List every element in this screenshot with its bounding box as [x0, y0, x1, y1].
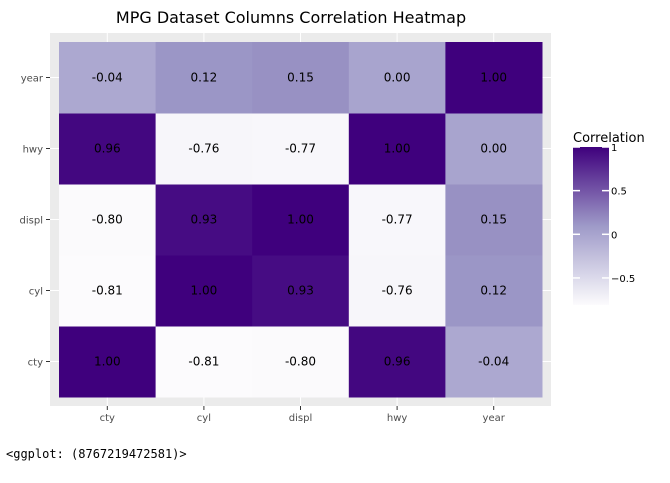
legend-tick-label: −0.5: [611, 274, 635, 285]
y-tick-label: displ: [20, 216, 43, 227]
cell-value-label: 0.93: [191, 213, 218, 227]
heatmap-cell-displ-hwy: [348, 184, 446, 256]
x-tick-label: displ: [289, 413, 312, 424]
heatmap-cell-cyl-cty: [59, 255, 157, 327]
heatmap-cell-year-hwy: [348, 42, 446, 114]
heatmap-cell-year-cty: [59, 42, 157, 114]
cell-value-label: -0.81: [188, 355, 219, 369]
heatmap-cell-cty-hwy: [348, 326, 446, 398]
heatmap-cell-hwy-displ: [252, 113, 350, 185]
cell-value-label: -0.04: [92, 71, 123, 85]
cell-value-label: 0.12: [191, 71, 218, 85]
cell-value-label: 0.15: [287, 71, 314, 85]
heatmap-cell-cty-displ: [252, 326, 350, 398]
heatmap-cell-hwy-cty: [59, 113, 157, 185]
heatmap-cell-cyl-hwy: [348, 255, 446, 327]
cell-value-label: 1.00: [384, 142, 411, 156]
heatmap-cell-year-cyl: [155, 42, 253, 114]
heatmap-cell-cty-cty: [59, 326, 157, 398]
cell-value-label: -0.04: [478, 355, 509, 369]
legend-tick-label: 0: [611, 230, 617, 241]
cell-value-label: -0.80: [285, 355, 316, 369]
y-axis: cty cyl displ hwy year: [20, 74, 50, 369]
x-tick-label: cty: [100, 413, 115, 424]
heatmap-cell-hwy-hwy: [348, 113, 446, 185]
heatmap-cell-cty-year: [445, 326, 543, 398]
cell-value-label: -0.77: [382, 213, 413, 227]
heatmap-cell-cty-cyl: [155, 326, 253, 398]
heatmap-cell-cyl-cyl: [155, 255, 253, 327]
cell-value-labels: 1.00 -0.81 -0.80 0.96 -0.04 -0.81 1.00 0.93 -0.7…: [92, 71, 509, 369]
heatmap-cell-hwy-cyl: [155, 113, 253, 185]
cell-value-label: 1.00: [191, 284, 218, 298]
heatmap-cell-displ-cyl: [155, 184, 253, 256]
heatmap-cell-year-year: [445, 42, 543, 114]
heatmap-cells: [59, 42, 543, 398]
cell-value-label: 0.96: [384, 355, 411, 369]
y-tick-label: cty: [28, 358, 43, 369]
heatmap-cell-cyl-displ: [252, 255, 350, 327]
color-legend: Correlation 1 0.5 0 −0.5: [573, 131, 645, 305]
cell-value-label: 0.96: [94, 142, 121, 156]
cell-value-label: 1.00: [287, 213, 314, 227]
chart-title: MPG Dataset Columns Correlation Heatmap: [116, 8, 466, 27]
y-tick-label: hwy: [23, 145, 44, 156]
legend-tick-label: 1: [611, 143, 617, 154]
heatmap-cell-displ-displ: [252, 184, 350, 256]
cell-value-label: 0.93: [287, 284, 314, 298]
x-tick-label: year: [483, 413, 506, 424]
cell-value-label: 1.00: [94, 355, 121, 369]
legend-tick-label: 0.5: [611, 187, 627, 198]
heatmap-cell-displ-year: [445, 184, 543, 256]
cell-value-label: -0.76: [188, 142, 219, 156]
heatmap-cell-year-displ: [252, 42, 350, 114]
heatmap-cell-cyl-year: [445, 255, 543, 327]
cell-value-label: -0.81: [92, 284, 123, 298]
heatmap-cell-displ-cty: [59, 184, 157, 256]
cell-value-label: 0.15: [480, 213, 507, 227]
legend-ticks: 1 0.5 0 −0.5: [573, 143, 635, 285]
x-axis: cty cyl displ hwy year: [100, 406, 506, 424]
cell-value-label: -0.76: [382, 284, 413, 298]
cell-value-label: -0.80: [92, 213, 123, 227]
cell-value-label: 0.00: [384, 71, 411, 85]
ggplot-repr-text: <ggplot: (8767219472581)>: [6, 447, 187, 461]
y-tick-label: year: [21, 74, 44, 85]
cell-value-label: 0.12: [480, 284, 507, 298]
legend-colorbar: [573, 147, 609, 305]
cell-value-label: -0.77: [285, 142, 316, 156]
y-tick-label: cyl: [29, 287, 43, 298]
heatmap-cell-hwy-year: [445, 113, 543, 185]
cell-value-label: 1.00: [480, 71, 507, 85]
x-tick-label: hwy: [387, 413, 408, 424]
legend-title: Correlation: [573, 131, 645, 146]
x-tick-label: cyl: [197, 413, 211, 424]
cell-value-label: 0.00: [480, 142, 507, 156]
